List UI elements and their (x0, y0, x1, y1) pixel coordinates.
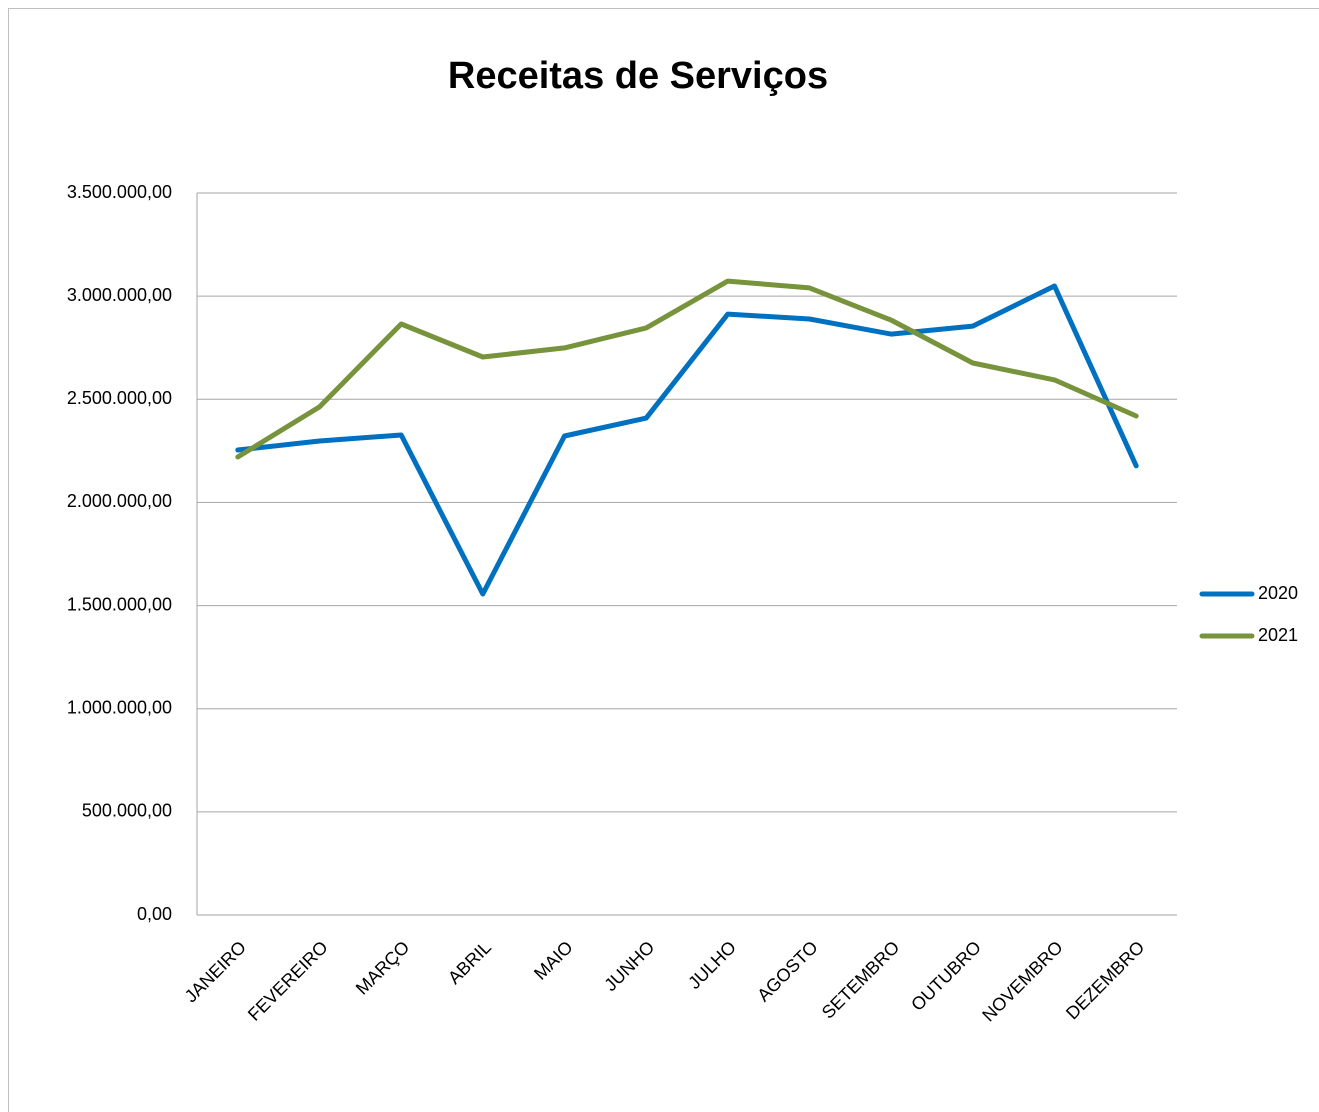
y-tick-label: 2.500.000,00 (67, 388, 172, 408)
y-tick-label: 0,00 (137, 904, 172, 924)
y-tick-label: 1.000.000,00 (67, 697, 172, 717)
legend-label: 2021 (1258, 625, 1298, 645)
y-tick-label: 3.500.000,00 (67, 182, 172, 202)
y-tick-label: 3.000.000,00 (67, 285, 172, 305)
line-series (235, 278, 1139, 460)
legend-label: 2020 (1258, 583, 1298, 603)
chart-title: Receitas de Serviços (448, 55, 828, 97)
y-tick-label: 500.000,00 (82, 801, 172, 821)
y-tick-label: 2.000.000,00 (67, 491, 172, 511)
line-series (235, 283, 1139, 597)
chart-frame (8, 8, 1319, 1112)
y-tick-label: 1.500.000,00 (67, 594, 172, 614)
